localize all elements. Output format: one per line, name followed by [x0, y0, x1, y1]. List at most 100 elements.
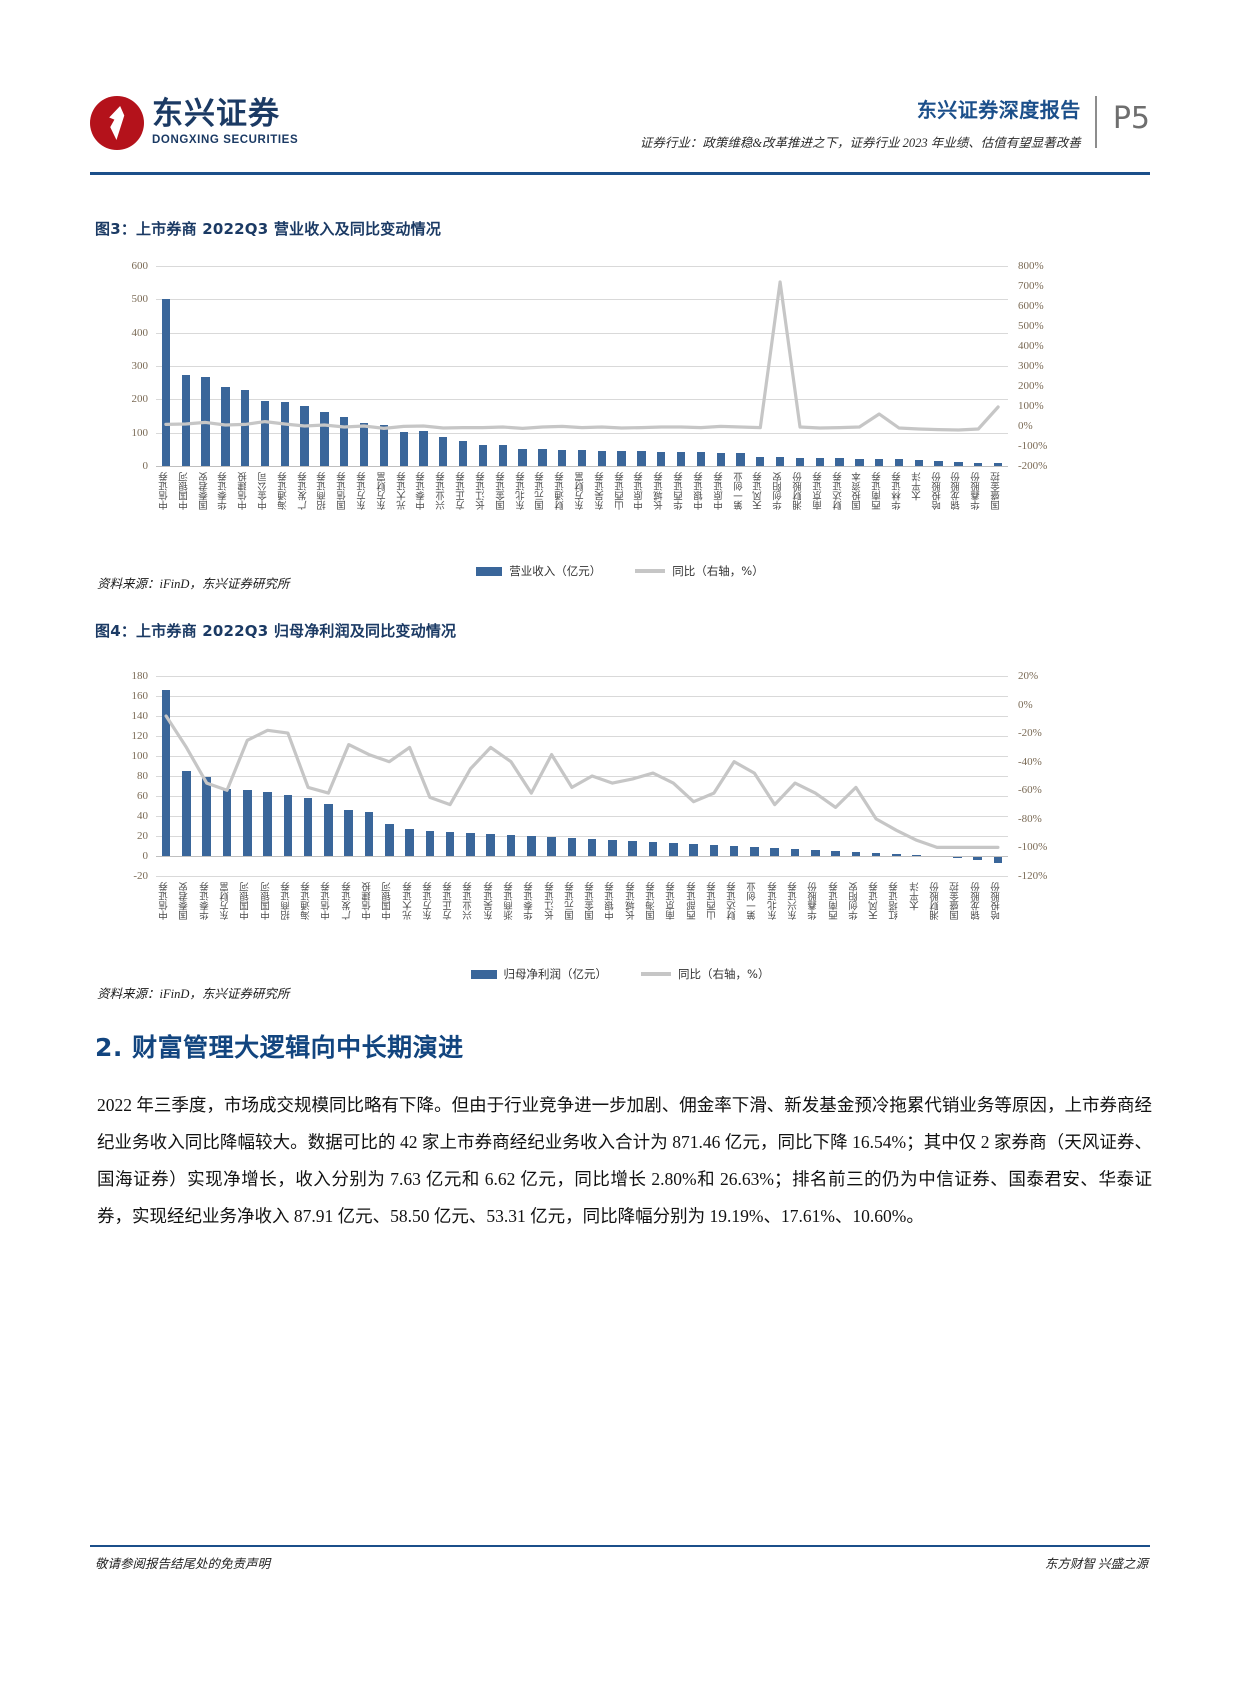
footer-slogan: 东方财智 兴盛之源	[1044, 1557, 1148, 1571]
bar-swatch-icon	[470, 969, 497, 979]
chart-bar	[182, 771, 191, 856]
y-axis-tick: 20	[137, 830, 148, 842]
chart-bar	[458, 441, 468, 466]
y2-axis-tick: -120%	[1018, 870, 1048, 882]
figure3-chart: 0 100 200 300 400 500 600 -200% -100% 0% 100% 200% 3…	[110, 258, 1070, 558]
chart-bar	[993, 463, 1003, 466]
y-axis-tick: 60	[137, 790, 148, 802]
y-axis-tick: 100	[131, 750, 149, 762]
y-axis-tick: 300	[131, 360, 149, 372]
yoy-line-series	[164, 714, 1000, 849]
chart-bar	[538, 449, 547, 466]
gridline	[156, 676, 1008, 677]
x-axis-line	[156, 856, 1008, 857]
figure3-legend-bar: 营业收入（亿元）	[476, 563, 601, 579]
y2-axis-tick: -20%	[1018, 727, 1042, 740]
chart-bar	[340, 417, 349, 466]
footer-disclaimer: 敬请参阅报告结尾处的免责声明	[95, 1557, 271, 1571]
y2-axis-tick: -60%	[1018, 784, 1042, 797]
chart-bar	[320, 411, 329, 466]
chart-bar	[243, 790, 252, 856]
chart-bar	[161, 299, 171, 466]
section-paragraph: 2022 年三季度，市场成交规模同比略有下降。但由于行业竞争进一步加剧、佣金率下…	[97, 1095, 1152, 1226]
chart-bar	[790, 849, 800, 856]
chart-bar	[608, 840, 617, 856]
y2-axis-tick: 400%	[1018, 340, 1044, 352]
chart-bar	[399, 432, 408, 466]
chart-bar	[597, 450, 606, 466]
gridline	[156, 776, 1008, 777]
figure4-source: 资料来源：iFinD，东兴证券研究所	[97, 987, 290, 1001]
chart-bar	[567, 838, 577, 856]
section-heading: 2. 财富管理大逻辑向中长期演进	[95, 1033, 464, 1062]
x-axis-line	[156, 466, 1008, 467]
y2-axis-tick: -200%	[1018, 460, 1048, 472]
gridline	[156, 432, 1008, 434]
chart-bar	[770, 848, 779, 856]
chart-bar	[835, 458, 844, 466]
chart-bar	[973, 856, 982, 860]
y2-axis-tick: -100%	[1018, 440, 1048, 452]
y-axis-tick: -20	[133, 870, 148, 882]
chart-bar	[871, 853, 881, 856]
gridline	[156, 816, 1008, 817]
gridline	[156, 399, 1008, 401]
chart-bar	[260, 400, 270, 466]
figure4-legend-line: 同比（右轴，%）	[641, 966, 769, 982]
gridline	[156, 756, 1008, 757]
figure3-legend-line-label: 同比（右轴，%）	[672, 564, 764, 578]
chart-bar	[648, 842, 658, 856]
chart-bar	[445, 832, 455, 856]
chart-bar	[795, 457, 805, 466]
chart-bar	[364, 812, 374, 856]
figure3-legend: 营业收入（亿元） 同比（右轴，%）	[0, 563, 1240, 579]
chart-bar	[478, 444, 488, 466]
company-logo: 东兴证券 DONGXING SECURITIES	[90, 96, 298, 150]
chart-bar	[709, 845, 719, 856]
chart-bar	[669, 843, 678, 856]
y-axis-tick: 400	[131, 326, 149, 339]
chart-bar	[303, 798, 313, 856]
chart-bar	[577, 450, 587, 466]
chart-bar	[222, 789, 232, 856]
figure4-chart: -20 0 20 40 60 80 100 120 140 160 180 -120% -100% -80…	[110, 668, 1070, 968]
report-subtitle: 证券行业：政策维稳&改革推进之下，证券行业 2023 年业绩、估值有望显著改善	[639, 136, 1081, 150]
footer-rule	[90, 1545, 1150, 1547]
chart-bar	[518, 448, 527, 466]
gridline	[156, 796, 1008, 797]
gridline	[156, 299, 1008, 301]
chart-bar	[558, 450, 567, 466]
y2-axis-tick: 0%	[1018, 698, 1033, 711]
y-axis-tick: 80	[137, 770, 148, 782]
chart-bar	[729, 846, 739, 856]
chart-bar	[379, 424, 388, 466]
chart-bar	[280, 402, 289, 466]
y-axis-tick: 0	[142, 850, 149, 862]
y2-axis-tick: 100%	[1018, 400, 1044, 412]
report-type-title: 东兴证券深度报告	[916, 98, 1081, 122]
figure3-title: 图3：上市券商 2022Q3 营业收入及同比变动情况	[95, 220, 442, 238]
y-axis-tick: 40	[137, 810, 148, 822]
gridline	[156, 876, 1008, 877]
gridline	[156, 736, 1008, 737]
logo-chinese-name: 东兴证券	[152, 96, 280, 133]
chart-bar	[736, 453, 745, 466]
header-right: 东兴证券深度报告 证券行业：政策维稳&改革推进之下，证券行业 2023 年业绩、…	[640, 94, 1150, 151]
chart-bar	[324, 804, 333, 856]
chart-bar	[498, 445, 507, 466]
chart-bar	[181, 375, 190, 466]
figure3-legend-line: 同比（右轴，%）	[635, 563, 764, 579]
page-header: 东兴证券 DONGXING SECURITIES 东兴证券深度报告 证券行业：政…	[90, 88, 1150, 168]
chart-bar	[283, 795, 293, 856]
figure4-legend-bar-label: 归母净利润（亿元）	[503, 967, 608, 981]
chart-bar	[202, 777, 211, 856]
chart-bar	[263, 792, 272, 856]
chart-bar	[241, 389, 250, 466]
gridline	[156, 366, 1008, 367]
header-rule	[90, 172, 1150, 175]
chart-bar	[912, 855, 921, 856]
y2-axis-tick: 20%	[1018, 670, 1039, 682]
chart-bar	[161, 690, 171, 856]
chart-bar	[344, 810, 353, 856]
